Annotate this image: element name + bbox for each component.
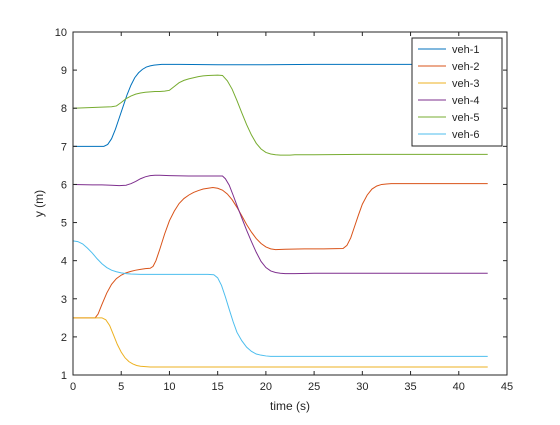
series-line-veh-4 <box>72 174 488 275</box>
legend-label-veh-4: veh-4 <box>452 95 480 107</box>
y-tick-label: 2 <box>61 332 67 344</box>
plot-border <box>72 31 508 376</box>
x-tick-label: 40 <box>453 381 465 393</box>
y-tick-label: 7 <box>61 141 67 153</box>
series-layer <box>72 63 488 368</box>
legend-label-veh-5: veh-5 <box>452 112 480 124</box>
x-axis-title: time (s) <box>270 399 310 413</box>
x-tick-label: 45 <box>501 381 513 393</box>
y-axis: 1 2 3 4 5 6 7 8 9 10 <box>55 27 507 382</box>
y-tick-label: 6 <box>61 179 67 191</box>
legend-label-veh-3: veh-3 <box>452 78 480 90</box>
legend-label-veh-6: veh-6 <box>452 129 480 141</box>
y-tick-label: 8 <box>61 103 67 115</box>
x-axis: 0 5 10 15 20 25 30 35 40 45 <box>70 32 513 393</box>
y-tick-label: 10 <box>55 27 67 39</box>
legend: veh-1 veh-2 veh-3 veh-4 veh-5 veh-6 <box>411 37 503 147</box>
x-tick-label: 15 <box>212 381 224 393</box>
x-tick-label: 5 <box>118 381 124 393</box>
x-tick-label: 10 <box>163 381 175 393</box>
x-tick-label: 20 <box>260 381 272 393</box>
y-tick-label: 9 <box>61 65 67 77</box>
x-tick-label: 35 <box>404 381 416 393</box>
series-line-veh-2 <box>73 183 488 319</box>
legend-label-veh-1: veh-1 <box>452 44 480 56</box>
series-line-veh-3 <box>73 317 488 368</box>
legend-label-veh-2: veh-2 <box>452 61 480 73</box>
x-tick-label: 30 <box>356 381 368 393</box>
y-tick-label: 1 <box>61 370 67 382</box>
x-tick-label: 25 <box>308 381 320 393</box>
x-tick-label: 0 <box>70 381 76 393</box>
y-axis-title: y (m) <box>32 190 46 217</box>
y-tick-label: 4 <box>61 256 67 268</box>
legend-box <box>411 37 503 147</box>
y-tick-label: 3 <box>61 294 67 306</box>
series-line-veh-6 <box>72 240 488 357</box>
y-tick-label: 5 <box>61 218 67 230</box>
series-line-veh-5 <box>72 74 488 156</box>
series-line-veh-1 <box>73 63 488 147</box>
